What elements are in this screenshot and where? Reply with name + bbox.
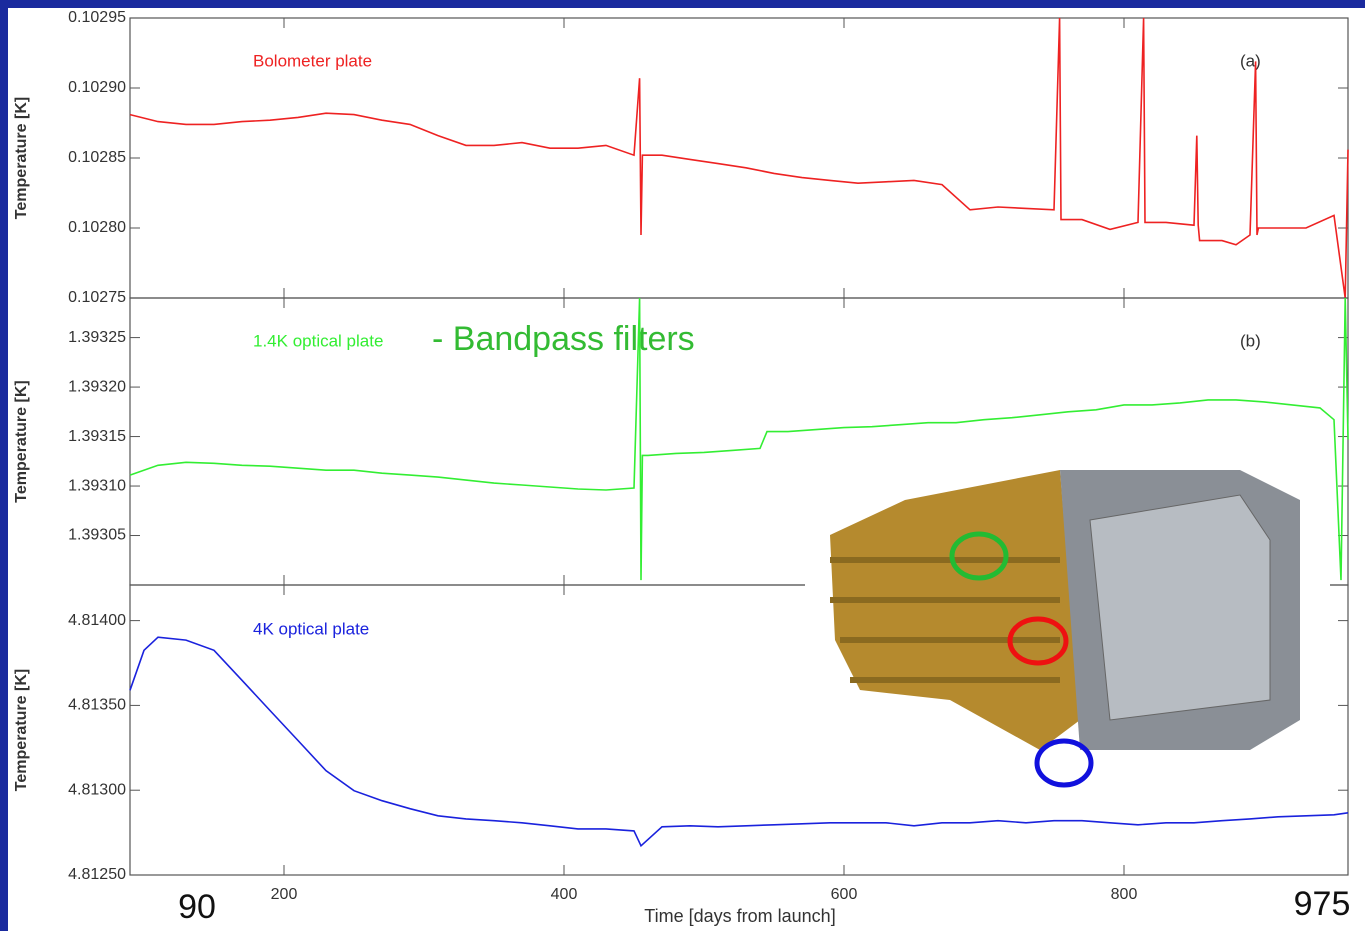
y-tick-label: 0.10275	[68, 289, 126, 306]
y-tick-label: 1.39325	[68, 329, 126, 346]
series-label: 1.4K optical plate	[253, 331, 383, 350]
y-tick-label: 0.10280	[68, 219, 126, 236]
panels: 0.10275 0.10280 0.10285 0.10290 0.10295 Tempe…	[13, 9, 1350, 926]
y-tick-label: 0.10290	[68, 79, 126, 96]
y-tick-label: 1.39305	[68, 527, 126, 544]
marker-circle	[949, 531, 1009, 581]
panel-label: (b)	[1240, 331, 1261, 350]
y-axis-title: Temperature [K]	[13, 380, 30, 502]
y-tick-label: 0.10295	[68, 9, 126, 26]
panel-mesh	[1089, 494, 1271, 721]
y-axis-title: Temperature [K]	[13, 97, 30, 219]
marker-circle	[1007, 616, 1069, 666]
x-tick-label: 400	[551, 886, 578, 903]
y-tick-label: 1.39320	[68, 378, 126, 395]
annotation: 90	[178, 888, 216, 926]
annotation: - Bandpass filters	[432, 320, 695, 358]
panel-frame	[129, 584, 1349, 876]
y-tick-label: 4.81250	[68, 866, 126, 883]
y-tick-label: 4.81350	[68, 697, 126, 714]
panel-label: (a)	[1240, 51, 1261, 70]
x-tick-label: 200	[271, 886, 298, 903]
y-tick-label: 1.39310	[68, 477, 126, 494]
y-axis-title: Temperature [K]	[13, 669, 30, 791]
x-tick-label: 800	[1111, 886, 1138, 903]
annotation: 975	[1294, 885, 1351, 923]
series-label: Bolometer plate	[253, 51, 372, 70]
y-tick-label: 4.81300	[68, 781, 126, 798]
data-line	[129, 17, 1349, 299]
x-axis-title: Time [days from launch]	[644, 906, 835, 926]
data-line	[129, 636, 1349, 848]
series-label: 4K optical plate	[253, 619, 369, 638]
y-tick-label: 4.81400	[68, 612, 126, 629]
data-line	[129, 297, 1349, 581]
y-tick-label: 1.39315	[68, 428, 126, 445]
y-tick-label: 0.10285	[68, 149, 126, 166]
x-tick-label: 600	[831, 886, 858, 903]
instrument-picture	[805, 462, 1330, 788]
marker-circle	[1034, 738, 1094, 788]
